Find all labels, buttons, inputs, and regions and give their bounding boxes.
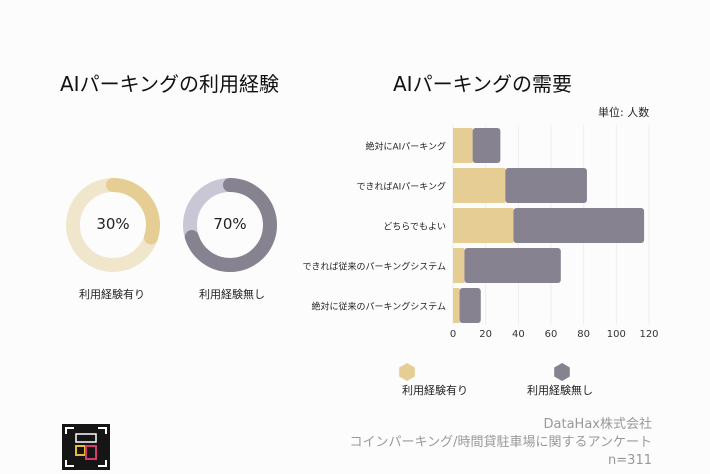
footer-company: DataHax株式会社	[543, 417, 652, 432]
left-title: AIパーキングの利用経験	[60, 72, 279, 96]
right-title: AIパーキングの需要	[393, 72, 572, 96]
bar-segment	[505, 168, 587, 203]
bar-segment	[464, 248, 561, 283]
legend-label-no: 利用経験無し	[527, 384, 593, 397]
legend-hexagon-icon	[399, 363, 415, 381]
footer-survey: コインパーキング/時間貸駐車場に関するアンケート	[349, 435, 652, 450]
x-tick-label: 80	[577, 329, 590, 340]
footer-n: n=311	[608, 453, 652, 468]
x-tick-label: 40	[512, 329, 525, 340]
category-label: 絶対に従来のパーキングシステム	[312, 301, 446, 313]
donut-label-yes: 利用経験有り	[79, 288, 145, 301]
bar-segment	[453, 208, 514, 243]
bar-segment	[453, 168, 506, 203]
unit-label: 単位: 人数	[598, 106, 650, 119]
x-tick-label: 60	[545, 329, 558, 340]
bar-segment	[453, 288, 460, 323]
bar-segment	[513, 208, 645, 243]
bar-segment	[453, 128, 473, 163]
x-tick-label: 20	[479, 329, 492, 340]
bar-segment	[459, 288, 481, 323]
category-label: 絶対にAIパーキング	[365, 141, 446, 153]
donut-value-yes: 30%	[96, 215, 130, 233]
logo-icon	[65, 427, 107, 467]
donut-arc	[183, 178, 277, 272]
logo	[62, 424, 110, 470]
donut-label-no: 利用経験無し	[199, 288, 265, 301]
bar-segment	[453, 248, 465, 283]
x-tick-label: 0	[450, 329, 456, 340]
donut-arc	[66, 178, 160, 272]
category-label: できればAIパーキング	[356, 181, 446, 193]
legend-hexagon-icon	[554, 363, 570, 381]
category-label: どちらでもよい	[383, 222, 446, 233]
x-tick-label: 100	[607, 329, 626, 340]
donut-value-no: 70%	[213, 215, 247, 233]
legend-label-yes: 利用経験有り	[402, 384, 468, 397]
x-tick-label: 120	[639, 329, 658, 340]
bar-segment	[472, 128, 501, 163]
category-label: できれば従来のパーキングシステム	[303, 261, 446, 273]
